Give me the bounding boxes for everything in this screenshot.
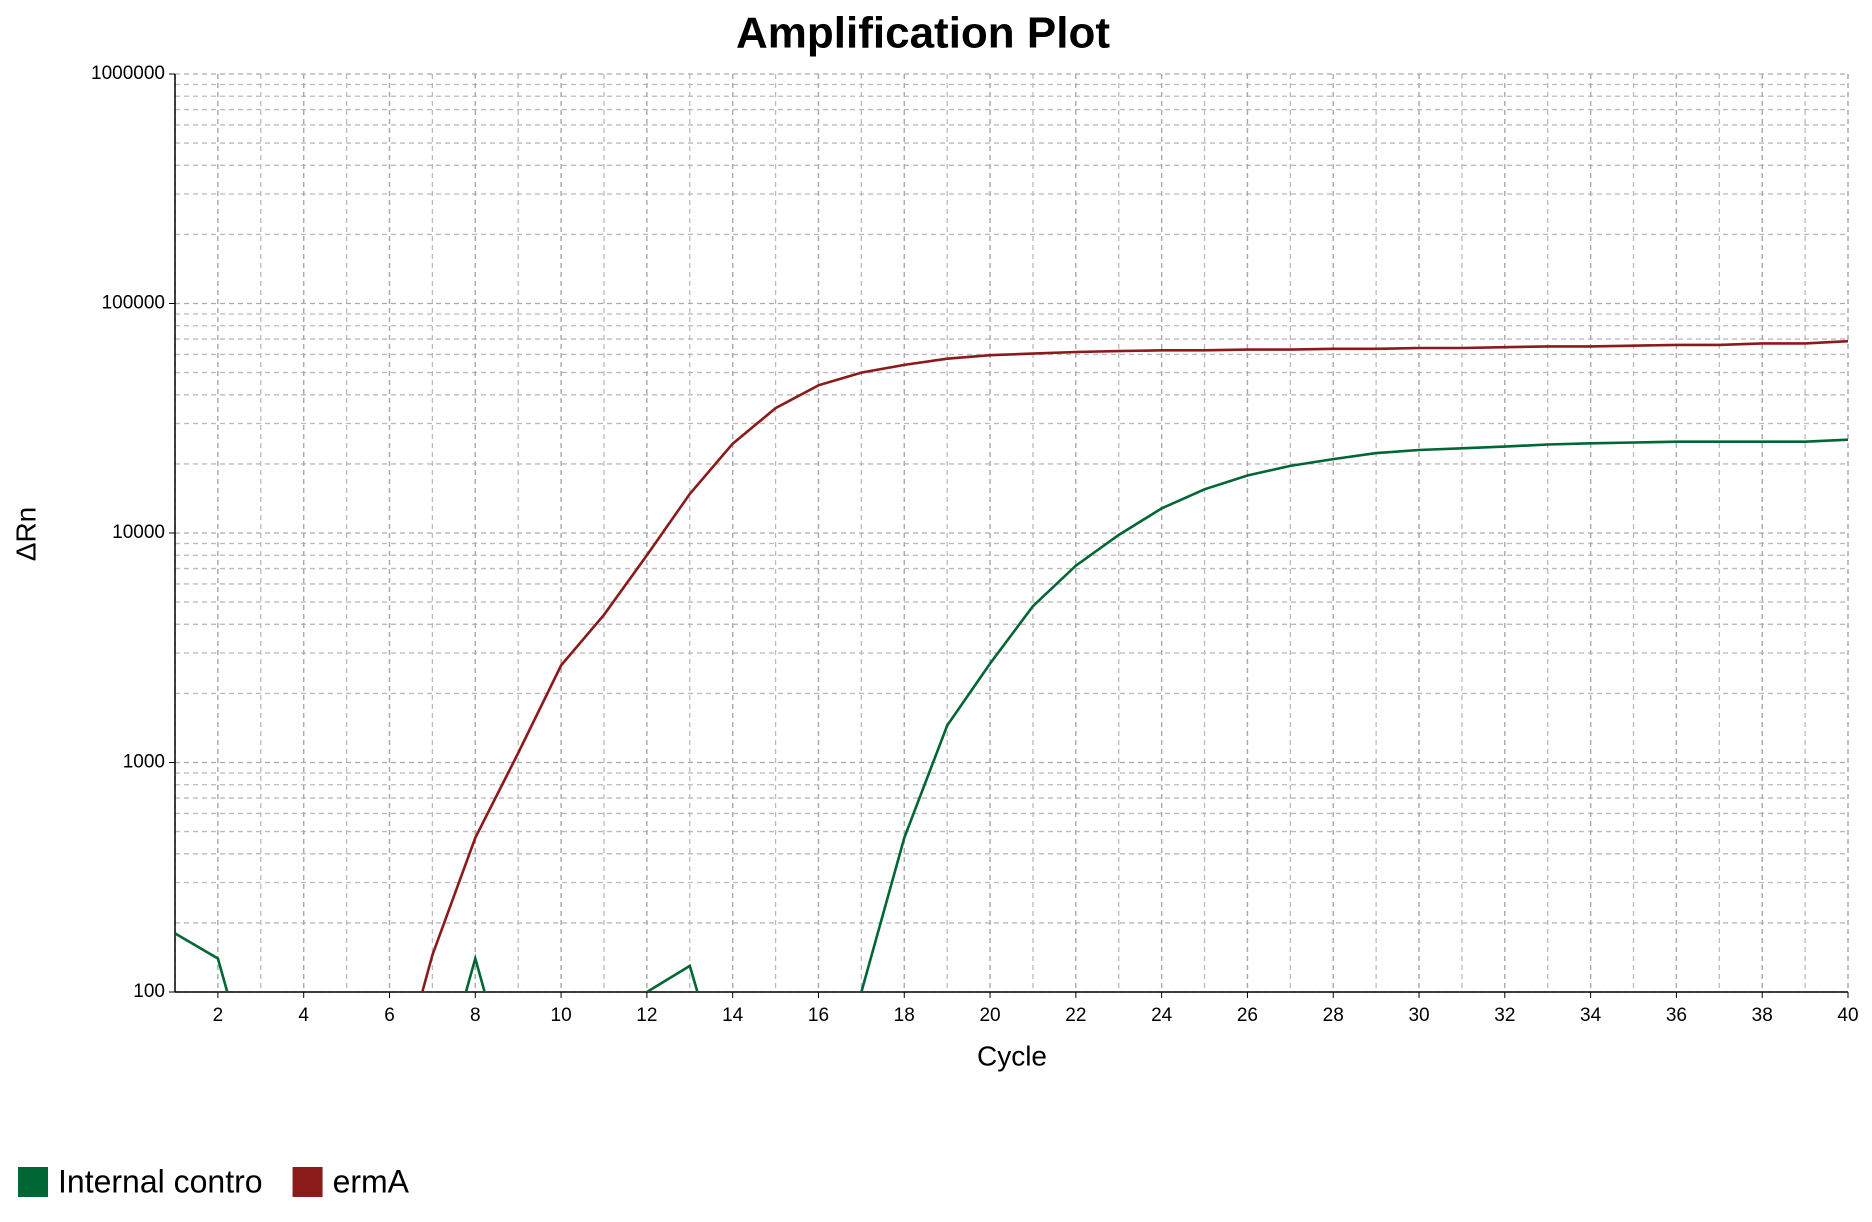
y-tick-label: 100	[133, 981, 165, 1002]
legend-swatch	[18, 1167, 48, 1197]
x-axis-label: Cycle	[977, 1040, 1047, 1071]
x-tick-label: 32	[1494, 1005, 1515, 1026]
x-tick-label: 38	[1752, 1005, 1773, 1026]
x-tick-label: 14	[722, 1005, 744, 1026]
x-tick-label: 8	[470, 1005, 481, 1026]
x-tick-label: 34	[1580, 1005, 1602, 1026]
x-tick-label: 10	[551, 1005, 572, 1026]
x-tick-label: 12	[636, 1005, 657, 1026]
x-tick-label: 4	[298, 1005, 309, 1026]
series-line	[420, 339, 1848, 992]
plot-area	[175, 339, 1848, 992]
y-tick-label: 100000	[102, 293, 165, 314]
legend-label: Internal contro	[58, 1163, 263, 1199]
y-tick-label: 10000	[112, 522, 165, 543]
x-tick-label: 18	[894, 1005, 915, 1026]
y-axis-label: ΔRn	[10, 507, 41, 562]
chart-title: Amplification Plot	[736, 9, 1110, 58]
x-tick-label: 36	[1666, 1005, 1687, 1026]
x-tick-label: 16	[808, 1005, 829, 1026]
x-tick-label: 30	[1408, 1005, 1429, 1026]
x-tick-label: 40	[1837, 1005, 1858, 1026]
x-tick-label: 20	[979, 1005, 1000, 1026]
y-tick-label: 1000000	[91, 63, 165, 84]
x-tick-label: 6	[384, 1005, 395, 1026]
series-line	[175, 438, 1848, 992]
x-tick-label: 24	[1151, 1005, 1173, 1026]
x-tick-label: 26	[1237, 1005, 1258, 1026]
x-tick-label: 28	[1323, 1005, 1344, 1026]
legend-swatch	[292, 1167, 323, 1197]
x-tick-label: 22	[1065, 1005, 1086, 1026]
x-tick-label: 2	[213, 1005, 224, 1026]
y-tick-label: 1000	[123, 752, 165, 773]
legend-label: ermA	[333, 1163, 410, 1199]
